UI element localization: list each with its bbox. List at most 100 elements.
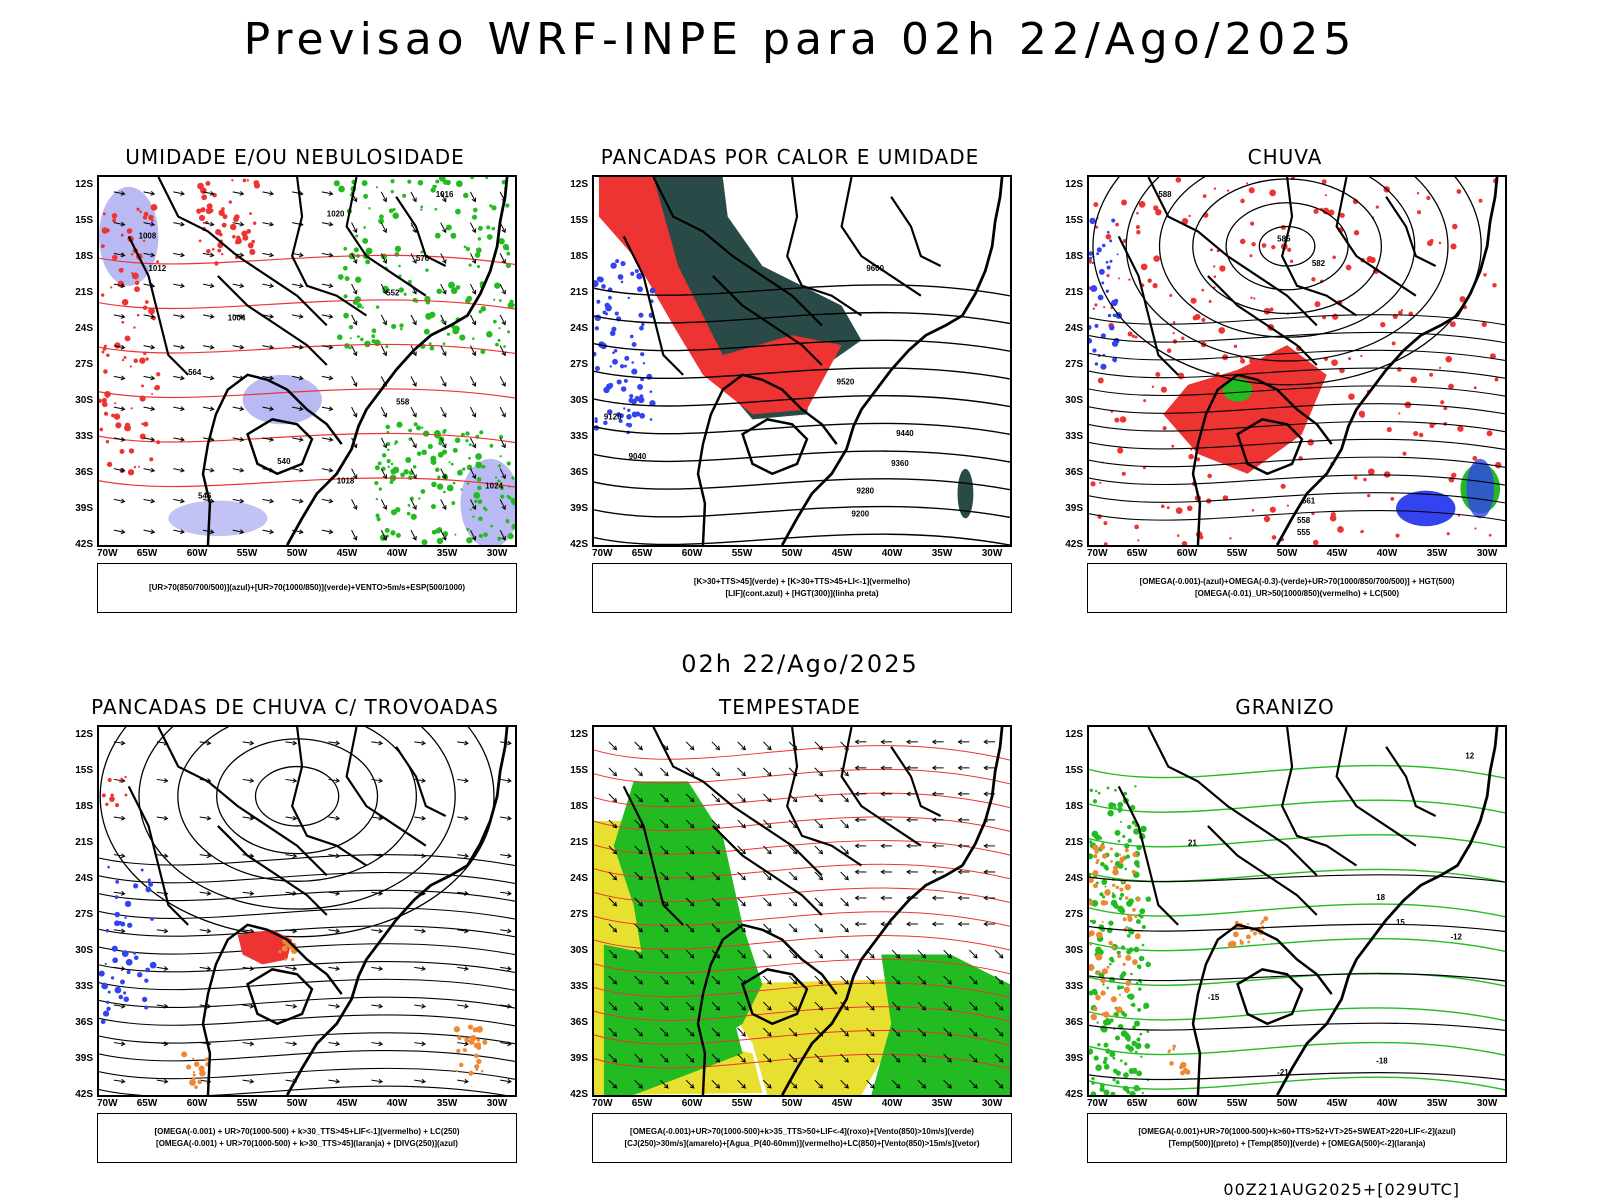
panel-legend: [OMEGA(-0.001) + UR>70(1000-500) + k>30_… — [97, 1113, 517, 1163]
wind-850-vector — [994, 1053, 1004, 1063]
omega-ur-red-area — [1429, 372, 1434, 377]
thickness-contour — [196, 208, 202, 214]
lon-tick-label: 40W — [1376, 548, 1398, 559]
temp-850-contour — [1112, 892, 1115, 895]
wind-850-vector — [840, 1053, 849, 1063]
precipitable-water-contour — [594, 792, 1010, 809]
omega-ur-red-area — [1121, 471, 1126, 476]
humidity-1000-contour — [486, 225, 491, 230]
temp-850-contour — [1091, 843, 1094, 846]
thickness-line — [99, 477, 515, 488]
wind-850-vector — [943, 1001, 952, 1011]
lon-tick-label: 55W — [1226, 548, 1248, 559]
thickness-contour — [242, 178, 247, 183]
humidity-1000-contour — [343, 294, 348, 299]
panel-legend: [OMEGA(-0.001)+UR>70(1000-500)+k>35_TTS>… — [592, 1113, 1012, 1163]
temp-850-contour — [1120, 820, 1123, 823]
wind-850-vector — [840, 1027, 849, 1037]
omega500-orange-area — [1094, 849, 1099, 854]
omega-blue-area — [1106, 265, 1111, 270]
omega500-orange-area — [1092, 870, 1099, 876]
lat-tick-label: 36S — [570, 467, 588, 478]
wind-850-vector — [814, 1053, 824, 1063]
temp-850-contour — [1102, 1060, 1107, 1065]
wind-vector — [292, 498, 304, 504]
temp-850-contour — [1109, 1018, 1114, 1023]
lon-tick-label: 30W — [1476, 1098, 1498, 1109]
wind-850-vector — [957, 921, 970, 927]
thickness-contour — [246, 179, 250, 182]
omega-ur-red-area — [1271, 535, 1277, 540]
humidity-1000-contour — [450, 462, 454, 466]
wind-850-vector — [840, 793, 849, 803]
humidity-1000-contour — [465, 439, 469, 443]
wind-850-vector — [763, 975, 772, 985]
streamline-arrow — [156, 815, 169, 821]
thickness-contour — [136, 207, 140, 211]
divg-blue-area — [111, 945, 118, 952]
humidity-1000-contour — [491, 226, 496, 231]
wind-850-vector — [983, 739, 996, 745]
state-border — [157, 727, 328, 877]
streamline-arrow — [500, 1041, 512, 1047]
omega-ur-red-area — [1114, 417, 1120, 423]
lat-tick-label: 24S — [75, 873, 93, 884]
wind-vector — [321, 344, 334, 350]
humidity-1000-contour — [349, 337, 352, 340]
wind-850-vector — [763, 1053, 772, 1063]
temp-850-contour — [1103, 864, 1109, 870]
lon-tick-label: 35W — [931, 548, 953, 559]
contour-label: 18 — [1376, 893, 1385, 902]
thickness-contour — [106, 396, 109, 399]
wind-vector — [351, 468, 358, 480]
humidity-1000-contour — [356, 303, 362, 309]
temp-850-contour — [1091, 919, 1097, 925]
wind-vector — [351, 253, 358, 264]
lat-tick-label: 42S — [75, 539, 93, 550]
hgt500-contour — [1089, 314, 1505, 326]
lon-tick-label: 70W — [1087, 548, 1108, 559]
divg-blue-area — [141, 996, 148, 1003]
wind-vector — [410, 191, 417, 203]
thunder-orange-area — [470, 1034, 477, 1042]
thickness-contour — [114, 402, 117, 405]
humidity-1000-contour — [505, 519, 510, 524]
li-red-area — [598, 177, 842, 415]
lif-blue-contour — [609, 365, 612, 368]
wind-vector — [113, 252, 126, 258]
temp-850-contour — [1089, 834, 1505, 849]
wind-850-vector — [788, 975, 798, 985]
thickness-contour — [121, 298, 129, 306]
lat-tick-label: 30S — [570, 945, 588, 956]
thunder-orange-area — [463, 1036, 466, 1039]
wind-vector — [380, 283, 388, 295]
humidity-1000-contour — [459, 469, 463, 472]
wind-850-vector — [814, 897, 824, 907]
omega-blue-area — [1111, 299, 1118, 307]
omega-ur-red-area — [1401, 309, 1404, 312]
wind-vector — [380, 314, 388, 326]
streamline-arrow — [328, 1078, 341, 1084]
temp-850-contour — [1091, 900, 1099, 907]
omega-ur-red-area — [1330, 512, 1336, 518]
wind-vector — [262, 221, 275, 227]
wind-vector — [321, 437, 334, 442]
thickness-contour — [100, 244, 105, 249]
thickness-line — [99, 299, 515, 310]
humidity-1000-contour — [337, 274, 344, 280]
lon-tick-label: 45W — [1326, 548, 1348, 559]
wind-850-vector — [814, 793, 824, 803]
contour-label: 9600 — [866, 264, 884, 273]
wind-850-vector — [763, 1001, 772, 1011]
wind-850-vector — [917, 1079, 927, 1089]
temp-850-contour — [1100, 861, 1105, 867]
thickness-contour — [145, 357, 149, 361]
humidity-1000-contour — [392, 212, 400, 219]
streamline — [99, 889, 515, 902]
wind-850-vector — [891, 949, 901, 959]
thickness-contour — [139, 357, 146, 364]
thickness-contour — [113, 413, 121, 420]
omega-ur-red-area — [1263, 515, 1271, 523]
humidity-1000-contour — [431, 481, 437, 488]
streamline-arrow — [371, 1078, 384, 1084]
